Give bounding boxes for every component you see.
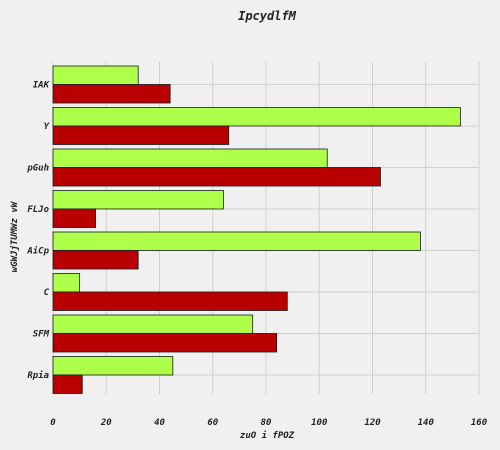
y-tick-label: C <box>44 288 50 298</box>
bar <box>52 84 171 104</box>
bars <box>52 65 461 394</box>
bar <box>52 250 139 270</box>
bar <box>52 374 83 394</box>
x-tick-label: 0 <box>50 418 56 428</box>
chart-title: IpcydlfM <box>238 9 297 23</box>
bar <box>52 333 278 353</box>
y-tick-label: IAK <box>33 81 51 91</box>
y-tick-label: Y <box>44 122 50 132</box>
x-tick-labels: 0 20 40 60 80 100 120 140 160 <box>50 418 487 428</box>
x-tick-label: 80 <box>261 418 272 428</box>
bar <box>52 190 224 210</box>
bar <box>52 208 96 228</box>
y-axis-label: wGWJjTUMWz vW <box>9 200 20 272</box>
x-tick-label: 160 <box>471 418 488 428</box>
y-tick-label: SFM <box>33 330 50 340</box>
bar <box>52 107 461 127</box>
y-tick-label: AiCp <box>26 246 49 257</box>
x-tick-label: 100 <box>311 418 328 428</box>
bar <box>52 125 230 145</box>
bar <box>52 291 288 311</box>
bar <box>52 65 139 85</box>
bar <box>52 167 381 187</box>
x-tick-label: 60 <box>207 418 218 428</box>
x-axis-label: zuO i fPOZ <box>240 430 295 441</box>
y-tick-label: Rpia <box>27 370 49 381</box>
x-tick-label: 40 <box>154 418 165 428</box>
bar <box>52 148 328 168</box>
bar <box>52 314 254 334</box>
bar <box>52 273 81 293</box>
x-tick-label: 120 <box>364 418 381 428</box>
bar <box>52 231 421 251</box>
y-tick-label: FLJo <box>27 205 49 215</box>
bar <box>52 356 174 376</box>
y-tick-label: pGuh <box>26 164 49 174</box>
x-tick-label: 140 <box>418 418 435 428</box>
x-tick-label: 20 <box>100 418 112 428</box>
